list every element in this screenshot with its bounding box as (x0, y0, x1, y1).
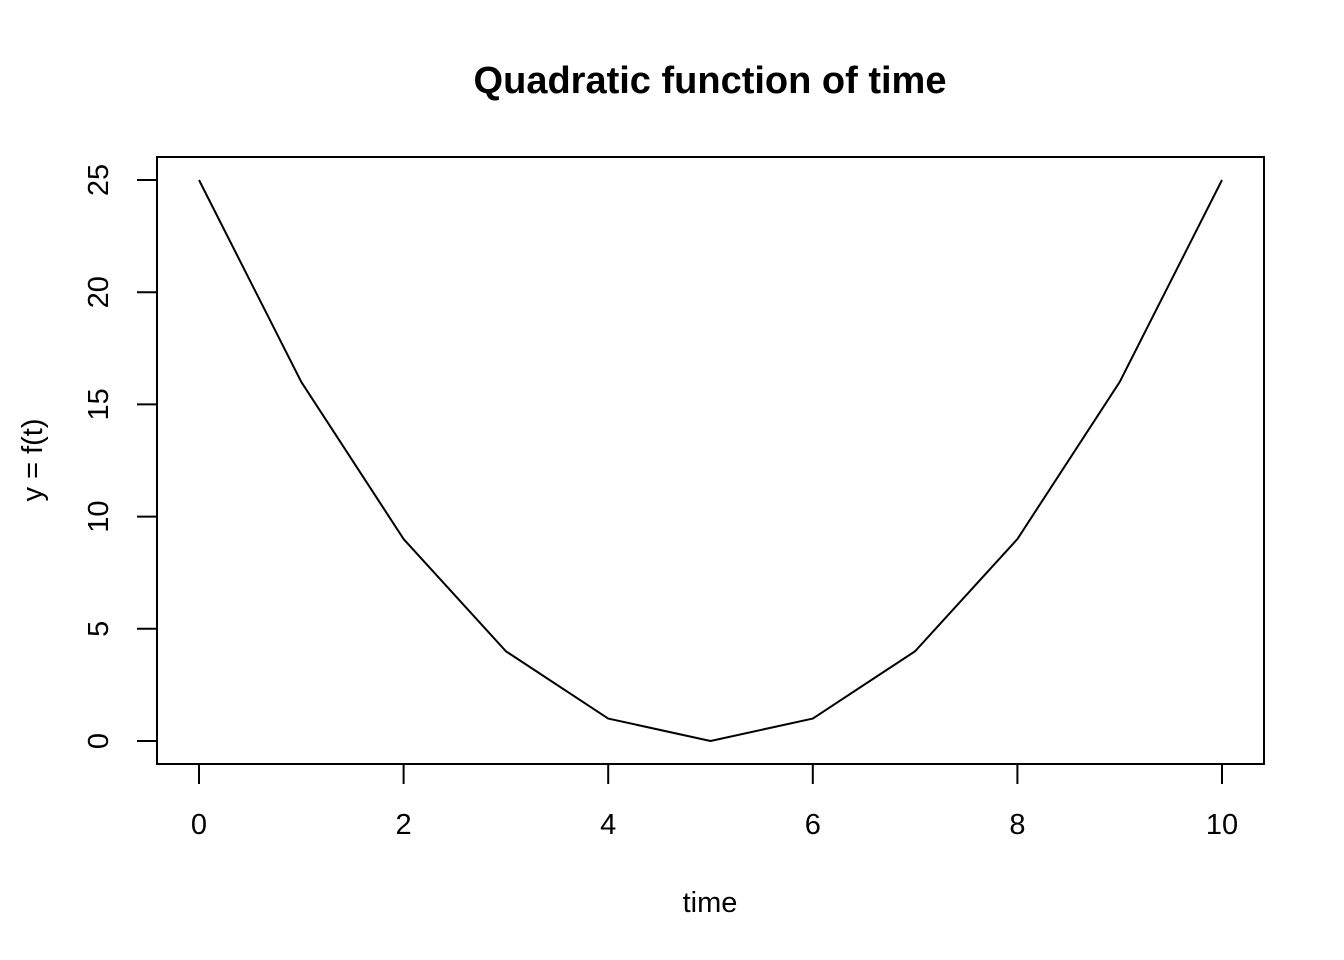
y-tick-label: 5 (83, 621, 115, 637)
y-axis-label: y = f(t) (17, 419, 49, 502)
series-layer (198, 179, 1223, 742)
y-axis: 0 5 10 15 20 25 (83, 164, 158, 749)
y-tick-label: 20 (83, 276, 115, 308)
x-axis: 0 2 4 6 8 10 (191, 763, 1238, 841)
x-tick-label: 10 (1206, 809, 1238, 841)
y-tick-label: 10 (83, 500, 115, 532)
plot-frame (156, 156, 1265, 765)
y-tick-label: 0 (83, 733, 115, 749)
x-tick-label: 2 (396, 809, 412, 841)
chart-title: Quadratic function of time (474, 60, 947, 102)
y-tick-label: 15 (83, 388, 115, 420)
x-tick-label: 8 (1009, 809, 1025, 841)
x-tick-label: 6 (805, 809, 821, 841)
series-line (198, 179, 1223, 742)
x-tick-label: 0 (191, 809, 207, 841)
x-tick-label: 4 (600, 809, 616, 841)
y-tick-label: 25 (83, 164, 115, 196)
x-axis-label: time (683, 887, 738, 919)
